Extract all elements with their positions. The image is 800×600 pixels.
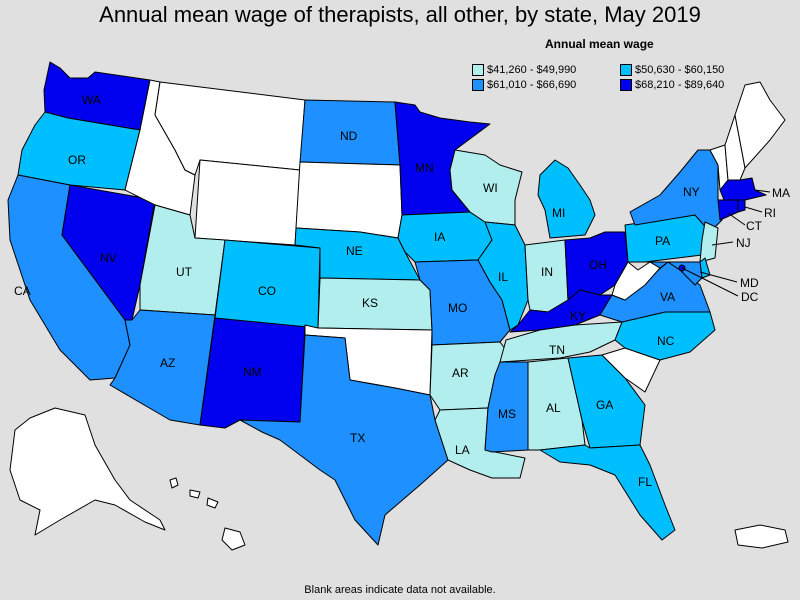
- state-NY[interactable]: [629, 149, 723, 233]
- state-SC[interactable]: [601, 347, 661, 393]
- legend-item-1: $41,260 - $49,990: [472, 64, 576, 76]
- label-MI: MI: [552, 206, 565, 220]
- legend-label-2: $50,630 - $60,150: [635, 64, 725, 76]
- hawaii-island-4: [221, 527, 246, 551]
- label-WI: WI: [483, 181, 498, 195]
- label-NV: NV: [100, 251, 117, 265]
- label-AL: AL: [546, 401, 561, 415]
- legend-swatch-2: [620, 64, 632, 76]
- label-CO: CO: [258, 284, 276, 298]
- state-KY[interactable]: [509, 289, 613, 333]
- label-GA: GA: [596, 398, 613, 412]
- label-MA: MA: [772, 186, 790, 200]
- legend-swatch-1: [472, 64, 484, 76]
- state-TX[interactable]: [239, 334, 449, 546]
- label-KS: KS: [362, 296, 378, 310]
- state-FL[interactable]: [539, 444, 676, 541]
- label-NC: NC: [657, 334, 675, 348]
- state-ME[interactable]: [734, 81, 786, 169]
- label-OH: OH: [589, 258, 607, 272]
- label-PA: PA: [655, 234, 670, 248]
- label-WA: WA: [82, 93, 101, 107]
- label-NJ: NJ: [736, 236, 751, 250]
- hawaii-island-3: [206, 497, 219, 509]
- label-KY: KY: [570, 309, 586, 323]
- label-TX: TX: [350, 431, 365, 445]
- label-UT: UT: [176, 265, 193, 279]
- label-OR: OR: [68, 153, 86, 167]
- state-CT[interactable]: [717, 199, 739, 221]
- label-AZ: AZ: [160, 356, 175, 370]
- legend-label-3: $61,010 - $66,690: [487, 79, 577, 91]
- state-MA[interactable]: [719, 177, 767, 201]
- leader-ri: [744, 206, 763, 213]
- label-NE: NE: [346, 244, 363, 258]
- state-RI[interactable]: [737, 199, 746, 213]
- label-FL: FL: [638, 475, 652, 489]
- legend-label-4: $68,210 - $89,640: [635, 79, 725, 91]
- label-IL: IL: [498, 270, 508, 284]
- leader-nj: [711, 241, 734, 246]
- hawaii-island-1: [169, 477, 179, 489]
- label-LA: LA: [455, 443, 470, 457]
- legend-item-3: $61,010 - $66,690: [472, 79, 576, 91]
- legend-swatch-3: [472, 79, 484, 91]
- legend-item-4: $68,210 - $89,640: [620, 79, 724, 91]
- label-NY: NY: [683, 185, 700, 199]
- state-PR[interactable]: [734, 524, 789, 549]
- legend-item-2: $50,630 - $60,150: [620, 64, 724, 76]
- map-title: Annual mean wage of therapists, all othe…: [99, 2, 701, 27]
- label-IA: IA: [434, 230, 445, 244]
- label-CT: CT: [746, 219, 763, 233]
- label-ND: ND: [340, 129, 358, 143]
- leader-ct: [727, 212, 746, 226]
- label-NM: NM: [243, 365, 262, 379]
- label-MD: MD: [740, 276, 759, 290]
- label-MO: MO: [448, 301, 467, 315]
- legend-swatch-4: [620, 79, 632, 91]
- state-NJ[interactable]: [699, 221, 719, 263]
- label-MS: MS: [498, 407, 516, 421]
- leader-ma: [754, 189, 771, 193]
- state-NH[interactable]: [724, 114, 746, 181]
- state-HI[interactable]: [169, 477, 246, 551]
- label-MN: MN: [415, 161, 434, 175]
- state-MI[interactable]: [537, 159, 596, 239]
- leader-md: [699, 271, 738, 283]
- legend-title: Annual mean wage: [545, 37, 654, 51]
- label-RI: RI: [764, 206, 776, 220]
- label-AR: AR: [452, 366, 469, 380]
- label-DC: DC: [741, 290, 759, 304]
- label-TN: TN: [549, 343, 565, 357]
- hawaii-island-2: [189, 489, 201, 499]
- label-CA: CA: [14, 284, 31, 298]
- leader-dc: [681, 267, 739, 297]
- legend-label-1: $41,260 - $49,990: [487, 64, 577, 76]
- label-VA: VA: [660, 290, 675, 304]
- footnote: Blank areas indicate data not available.: [304, 584, 496, 596]
- state-IL[interactable]: [477, 221, 529, 331]
- state-AK[interactable]: [9, 407, 166, 536]
- label-IN: IN: [541, 265, 553, 279]
- state-SD[interactable]: [295, 161, 403, 239]
- state-OR[interactable]: [17, 111, 141, 191]
- state-WY[interactable]: [194, 159, 301, 246]
- state-TN[interactable]: [499, 321, 623, 363]
